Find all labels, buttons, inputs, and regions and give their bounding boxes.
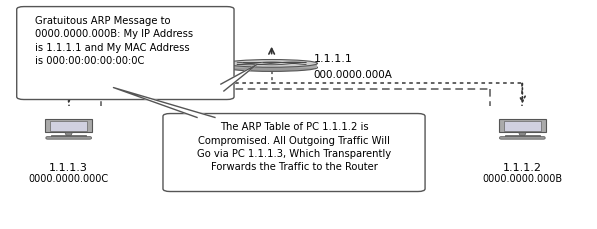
Polygon shape (113, 88, 215, 118)
Text: The ARP Table of PC 1.1.1.2 is
Compromised. All Outgoing Traffic Will
Go via PC : The ARP Table of PC 1.1.1.2 is Compromis… (197, 122, 391, 171)
Polygon shape (65, 133, 72, 136)
Polygon shape (226, 64, 318, 68)
Ellipse shape (226, 64, 318, 72)
FancyBboxPatch shape (45, 120, 92, 133)
FancyBboxPatch shape (17, 8, 234, 100)
FancyBboxPatch shape (51, 136, 86, 137)
Text: 000.0000.000A: 000.0000.000A (313, 69, 392, 79)
Text: Gratuitous ARP Message to
0000.0000.000B: My IP Address
is 1.1.1.1 and My MAC Ad: Gratuitous ARP Message to 0000.0000.000B… (35, 16, 193, 65)
Text: 1.1.1.3: 1.1.1.3 (49, 163, 88, 172)
Text: 0000.0000.000C: 0000.0000.000C (29, 173, 109, 183)
FancyBboxPatch shape (500, 137, 545, 140)
FancyBboxPatch shape (499, 120, 546, 133)
Text: 1.1.1.2: 1.1.1.2 (503, 163, 542, 172)
FancyBboxPatch shape (505, 136, 540, 137)
Polygon shape (519, 133, 526, 136)
FancyBboxPatch shape (163, 114, 425, 192)
FancyBboxPatch shape (46, 137, 91, 140)
Text: 0000.0000.000B: 0000.0000.000B (482, 173, 562, 183)
FancyBboxPatch shape (504, 122, 541, 131)
Ellipse shape (226, 60, 318, 68)
Polygon shape (221, 65, 257, 92)
Text: 1.1.1.1: 1.1.1.1 (313, 53, 352, 63)
FancyBboxPatch shape (50, 122, 87, 131)
